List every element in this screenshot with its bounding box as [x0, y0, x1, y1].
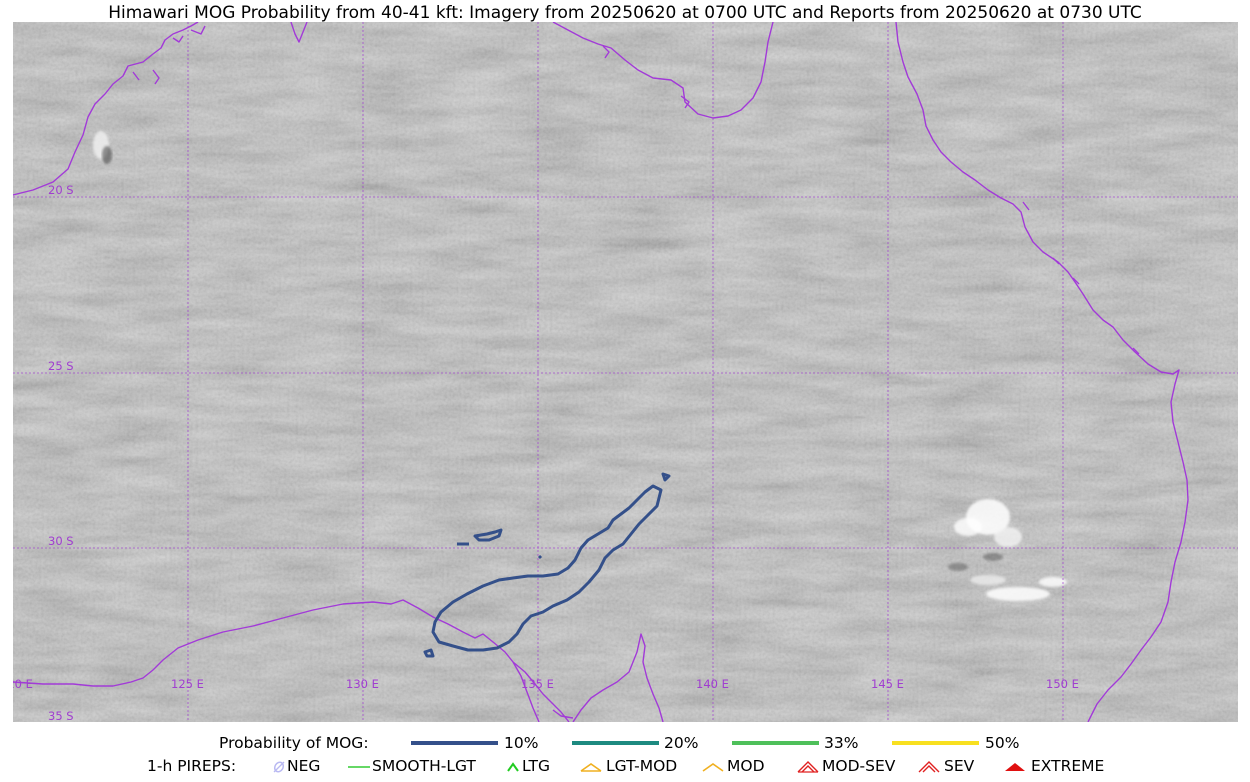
swatch-33pct	[732, 741, 819, 745]
coast-top-end	[290, 22, 308, 43]
probability-legend-label: Probability of MOG:	[219, 734, 369, 752]
pirep-legend: 1-h PIREPS: NEG SMOOTH-LGT LTG LGT-MOD M…	[0, 756, 1250, 778]
lon-label-140e: 140 E	[696, 677, 729, 691]
lon-label-125e: 125 E	[171, 677, 204, 691]
pirep-label-mod: MOD	[727, 757, 765, 775]
contour-small-5	[537, 554, 543, 560]
coast-east	[895, 22, 1189, 722]
lon-label-130e: 130 E	[346, 677, 379, 691]
coast-gulf-carpentaria	[552, 22, 774, 119]
coast-kimberley-islands	[132, 25, 206, 85]
mod-icon	[702, 763, 724, 772]
lon-label-145e: 145 E	[871, 677, 904, 691]
lon-label-150e: 150 E	[1046, 677, 1079, 691]
lgt-mod-icon	[580, 763, 602, 772]
map-panel[interactable]: 20 S 25 S 30 S 35 S 120 E 125 E 130 E 13…	[13, 22, 1238, 722]
lon-label-120e: 120 E	[13, 677, 33, 691]
coast-barrier-islands	[1022, 201, 1140, 355]
pirep-legend-label: 1-h PIREPS:	[147, 757, 237, 775]
map-title: Himawari MOG Probability from 40-41 kft:…	[108, 3, 1142, 23]
contour-small-4	[423, 648, 435, 658]
graticule	[13, 22, 1238, 722]
coast-gulf-st-vincent	[572, 633, 664, 722]
cloud-shadow-northwest	[102, 146, 112, 164]
lat-label-35s: 35 S	[48, 709, 74, 722]
coast-spencer-gulf	[512, 661, 540, 722]
pirep-label-lgt-mod: LGT-MOD	[606, 757, 678, 775]
pirep-label-ltg: LTG	[522, 757, 550, 775]
cloud-speckle	[13, 22, 1238, 722]
lat-label-20s: 20 S	[48, 183, 74, 197]
lon-label-135e: 135 E	[521, 677, 554, 691]
ltg-icon	[507, 762, 519, 772]
swatch-50pct	[892, 741, 979, 745]
legend-label-20pct: 20%	[664, 734, 699, 752]
lat-label-30s: 30 S	[48, 534, 74, 548]
mod-sev-icon	[797, 761, 819, 773]
smooth-lgt-icon	[348, 766, 370, 768]
sev-icon	[918, 761, 940, 773]
coast-south	[13, 599, 570, 722]
coast-gulf-islands	[602, 45, 690, 109]
pirep-label-neg: NEG	[287, 757, 321, 775]
neg-icon	[273, 761, 285, 773]
pirep-label-extreme: EXTREME	[1031, 757, 1105, 775]
coast-kangaroo-island	[552, 709, 574, 719]
pirep-label-mod-sev: MOD-SEV	[822, 757, 896, 775]
contour-small-3	[661, 472, 671, 482]
extreme-icon	[1005, 763, 1025, 771]
probability-legend: Probability of MOG: 10% 20% 33% 50%	[0, 733, 1250, 755]
probability-contour-10pct	[423, 472, 671, 658]
legend-label-10pct: 10%	[504, 734, 539, 752]
contour-small-1	[473, 528, 503, 542]
pirep-label-smooth-lgt: SMOOTH-LGT	[372, 757, 476, 775]
lat-label-25s: 25 S	[48, 359, 74, 373]
legend-label-33pct: 33%	[824, 734, 859, 752]
swatch-10pct	[411, 741, 498, 745]
swatch-20pct	[572, 741, 659, 745]
pirep-label-sev: SEV	[944, 757, 975, 775]
convective-cloud-cluster	[948, 499, 1067, 601]
coastline	[13, 22, 1189, 722]
contour-main	[431, 484, 663, 652]
coast-northwest	[13, 22, 199, 196]
legend-label-50pct: 50%	[985, 734, 1020, 752]
